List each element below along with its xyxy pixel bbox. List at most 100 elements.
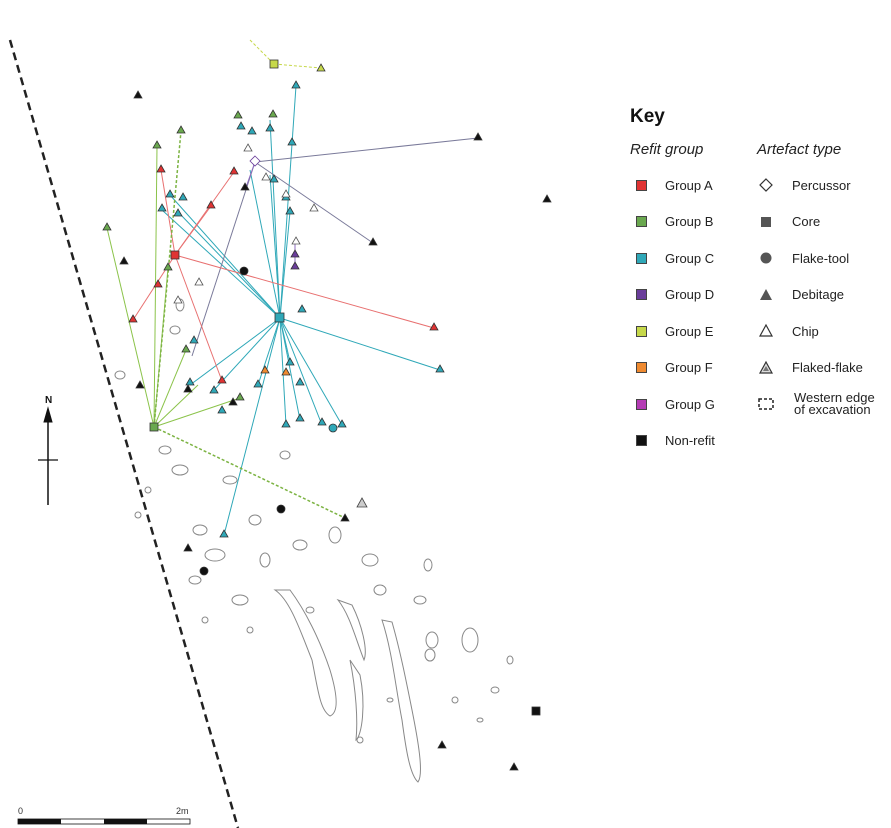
refit-line-a	[174, 205, 212, 256]
refit-line-e	[273, 63, 322, 69]
circle-filled-icon	[760, 252, 772, 264]
chip-marker	[243, 143, 253, 152]
stone-outline	[425, 631, 439, 649]
chip-marker	[291, 236, 301, 245]
debitage-marker-nonrefit	[437, 740, 447, 749]
flake-tool-marker-c	[328, 423, 338, 433]
core-marker-e	[269, 59, 279, 69]
group-label: Group A	[665, 177, 713, 193]
stone-outline	[361, 553, 379, 567]
group-swatch	[636, 216, 647, 227]
refit-line-c	[279, 211, 291, 319]
debitage-marker-c	[285, 357, 295, 366]
large-feature-outline	[349, 659, 364, 742]
refit-line-a	[160, 169, 176, 256]
legend-item-type: Debitage	[758, 286, 844, 304]
debitage-marker-nonrefit	[119, 256, 129, 265]
debitage-marker-c	[165, 189, 175, 198]
stone-outline	[423, 558, 433, 572]
large-feature-outline	[381, 619, 421, 783]
stone-outline	[461, 627, 479, 653]
refit-line-c	[279, 317, 291, 363]
debitage-marker-c	[189, 335, 199, 344]
core-marker-nonrefit	[531, 706, 541, 716]
refit-line-c	[269, 119, 281, 319]
legend-item-group: Group F	[636, 359, 713, 377]
debitage-marker-c	[435, 364, 445, 373]
stone-outline	[204, 548, 226, 562]
refit-line-a	[174, 254, 223, 382]
refit-line-grey	[254, 161, 374, 244]
debitage-marker-b	[233, 110, 243, 119]
debitage-marker-a	[153, 279, 163, 288]
refit-line-c	[279, 317, 301, 421]
legend-item-type: Core	[758, 213, 820, 231]
stone-outline	[192, 524, 208, 536]
refit-line-c	[279, 317, 441, 371]
group-swatch	[636, 435, 647, 446]
chip-marker	[173, 295, 183, 304]
debitage-marker-c	[269, 174, 279, 183]
type-label: Chip	[792, 323, 819, 339]
refit-line-grey	[254, 137, 479, 163]
group-swatch	[636, 289, 647, 300]
chip-marker	[309, 203, 319, 212]
feature-outlines	[114, 298, 514, 783]
scale-end-label: 2m	[176, 806, 189, 816]
legend-item-group: Group G	[636, 395, 715, 413]
triangle-outline-icon	[758, 323, 774, 337]
refit-line-c	[179, 213, 281, 319]
debitage-marker-b	[176, 125, 186, 134]
legend-item-group: Group A	[636, 176, 713, 194]
stone-outline	[476, 717, 484, 723]
debitage-marker-c	[178, 192, 188, 201]
debitage-marker-a	[429, 322, 439, 331]
refit-line-c	[213, 317, 281, 391]
debitage-marker-nonrefit	[542, 194, 552, 203]
square-filled-icon	[761, 216, 771, 227]
stone-outline	[279, 450, 291, 460]
stone-outline	[490, 686, 500, 694]
refit-line-c	[279, 317, 323, 426]
legend-item-group: Group B	[636, 213, 713, 231]
refit-line-e	[249, 39, 275, 65]
type-label: Western edge of excavation	[794, 390, 875, 417]
debitage-marker-a	[156, 164, 166, 173]
debitage-marker-a	[217, 375, 227, 384]
dashed-box-icon	[758, 398, 774, 410]
type-label: Flaked-flake	[792, 360, 863, 375]
group-label: Group F	[665, 360, 713, 375]
debitage-marker-c	[281, 419, 291, 428]
stone-outline	[356, 736, 364, 744]
stone-outline	[506, 655, 514, 665]
debitage-marker-c	[247, 126, 257, 135]
group-swatch	[636, 252, 647, 264]
stone-outline	[373, 584, 387, 596]
stone-outline	[231, 594, 249, 606]
debitage-marker-b	[152, 140, 162, 149]
chip-marker-e	[316, 63, 326, 72]
triangle-hatched-icon	[758, 360, 774, 374]
stone-outline	[114, 370, 126, 380]
legend-item-group: Group C	[636, 249, 714, 267]
legend-item-type: Flaked-flake	[758, 359, 863, 377]
artefact-type-heading: Artefact type	[757, 141, 842, 158]
refit-line-c	[279, 317, 287, 426]
group-label: Group G	[665, 396, 715, 412]
core-marker-a	[170, 250, 180, 260]
refit-line-c	[169, 194, 281, 319]
debitage-marker-nonrefit	[183, 384, 193, 393]
stone-outline	[222, 475, 238, 485]
flake-tool-marker-nonrefit	[276, 504, 286, 514]
debitage-marker-c	[219, 529, 229, 538]
type-label: Flake-tool	[792, 250, 850, 266]
debitage-marker-b	[235, 392, 245, 401]
debitage-marker-nonrefit	[183, 543, 193, 552]
debitage-marker-b	[102, 222, 112, 231]
north-arrow	[38, 406, 58, 505]
debitage-marker-nonrefit	[228, 397, 238, 406]
legend-item-type: Western edge of excavation	[758, 390, 875, 417]
debitage-marker-c	[295, 413, 305, 422]
stone-outline	[292, 539, 308, 551]
legend-item-type: Flake-tool	[758, 249, 849, 267]
